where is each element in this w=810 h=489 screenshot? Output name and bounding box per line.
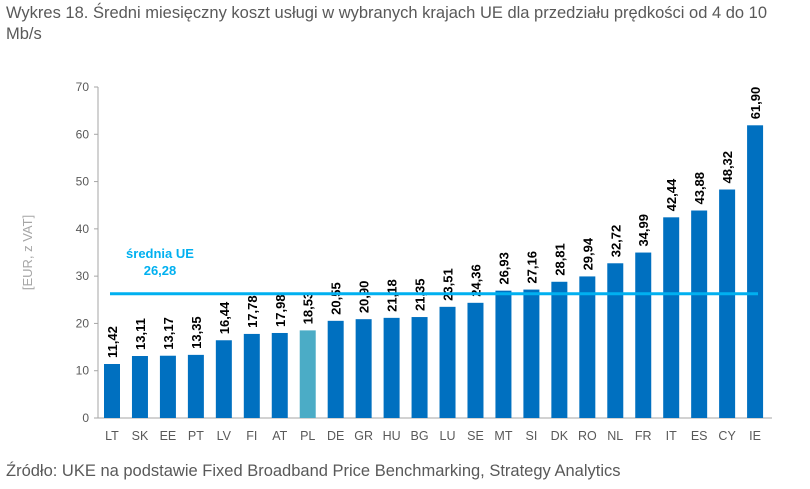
x-tick-label: FI [246, 429, 257, 443]
bar-lu [439, 306, 456, 418]
x-tick-label: EE [160, 429, 177, 443]
data-label: 26,93 [496, 252, 511, 285]
x-tick-label: LV [217, 429, 232, 443]
x-tick-label: RO [578, 429, 597, 443]
x-tick-label: CY [718, 429, 736, 443]
x-tick-label: SI [525, 429, 537, 443]
data-label: 21,18 [385, 279, 400, 312]
x-tick-label: LU [440, 429, 456, 443]
bar-bg [411, 317, 428, 418]
bar-lt [104, 363, 120, 418]
x-tick-label: DE [327, 429, 344, 443]
data-label: 61,90 [748, 87, 763, 120]
x-tick-label: AT [272, 429, 287, 443]
data-label: 17,78 [245, 295, 260, 328]
x-tick-label: BG [411, 429, 429, 443]
data-label: 23,51 [441, 268, 456, 301]
bar-lv [215, 340, 232, 418]
y-tick-label: 70 [76, 80, 90, 94]
bar-pl [299, 330, 316, 418]
bar-nl [607, 263, 624, 418]
bar-se [467, 302, 484, 418]
bar-fi [243, 333, 260, 418]
bar-dk [551, 281, 568, 418]
bar-es [691, 210, 708, 418]
bar-sk [131, 356, 148, 418]
data-label: 24,36 [468, 264, 483, 297]
y-tick-label: 40 [76, 222, 90, 236]
x-tick-label: PL [300, 429, 315, 443]
x-tick-label: SK [132, 429, 149, 443]
bar-ee [159, 355, 176, 418]
y-tick-label: 0 [82, 411, 89, 425]
data-label: 43,88 [692, 172, 707, 205]
bar-fr [635, 252, 652, 418]
data-label: 27,16 [524, 251, 539, 284]
x-tick-label: HU [383, 429, 401, 443]
bar-ie [747, 125, 764, 419]
x-tick-label: FR [635, 429, 652, 443]
data-label: 17,98 [273, 294, 288, 327]
x-tick-label: LT [105, 429, 119, 443]
data-label: 29,94 [580, 237, 595, 270]
y-axis-label: [EUR, z VAT] [20, 215, 35, 290]
data-label: 13,11 [133, 318, 148, 350]
bar-mt [495, 290, 512, 418]
source-note: Źródło: UKE na podstawie Fixed Broadband… [6, 462, 621, 480]
data-label: 13,35 [189, 316, 204, 349]
chart-title: Wykres 18. Średni miesięczny koszt usług… [6, 4, 768, 43]
bar-at [271, 332, 288, 418]
x-tick-label: IE [749, 429, 761, 443]
y-tick-label: 30 [76, 269, 90, 283]
x-tick-label: DK [551, 429, 569, 443]
y-tick-label: 50 [76, 175, 90, 189]
x-tick-label: GR [354, 429, 373, 443]
bar-si [523, 289, 540, 418]
data-label: 28,81 [552, 243, 567, 276]
mean-value: 26,28 [144, 263, 177, 278]
x-tick-label: IT [666, 429, 677, 443]
data-label: 48,32 [720, 151, 735, 184]
bar-de [327, 320, 344, 418]
y-tick-label: 10 [76, 364, 90, 378]
data-label: 18,53 [301, 292, 316, 325]
data-label: 34,99 [636, 214, 651, 247]
x-tick-label: PT [188, 429, 204, 443]
bar-cy [719, 189, 736, 418]
bar-pt [187, 354, 204, 418]
x-tick-label: ES [691, 429, 708, 443]
bar-ro [579, 276, 596, 418]
data-label: 20,90 [357, 281, 372, 314]
data-label: 42,44 [664, 178, 679, 211]
data-label: 13,17 [161, 317, 176, 350]
x-tick-label: SE [467, 429, 484, 443]
bar-gr [355, 319, 372, 418]
data-label: 20,55 [329, 282, 344, 315]
data-label: 16,44 [217, 301, 232, 334]
data-label: 11,42 [105, 326, 120, 358]
data-label: 32,72 [608, 225, 623, 258]
x-tick-label: NL [607, 429, 623, 443]
y-tick-label: 60 [76, 127, 90, 141]
mean-label: średnia UE [126, 246, 194, 261]
x-tick-label: MT [494, 429, 512, 443]
bar-hu [383, 317, 400, 418]
y-tick-label: 20 [76, 316, 90, 330]
bar-it [663, 217, 680, 418]
